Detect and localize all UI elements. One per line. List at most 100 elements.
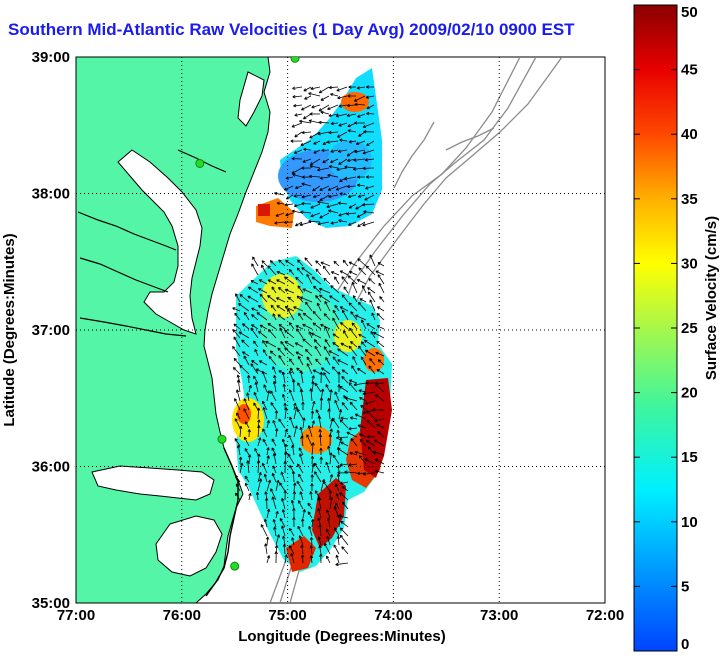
velocity-arrow [348, 426, 358, 431]
velocity-arrow [241, 351, 250, 357]
colorbar [633, 4, 678, 652]
velocity-arrow [319, 185, 330, 191]
velocity-arrow [284, 428, 288, 438]
velocity-arrow [364, 400, 376, 405]
velocity-arrow [284, 306, 295, 312]
velocity-arrow [374, 418, 385, 423]
velocity-arrow [314, 382, 322, 393]
velocity-arrow [308, 119, 321, 124]
velocity-arrow [348, 221, 357, 226]
velocity-arrow [301, 175, 312, 179]
velocity-arrow [348, 463, 358, 467]
velocity-arrow [234, 474, 241, 483]
velocity-arrow [354, 102, 366, 107]
velocity-arrow [360, 404, 367, 411]
velocity-arrow [283, 185, 294, 191]
velocity-arrow [232, 307, 241, 312]
velocity-arrow [299, 491, 304, 501]
velocity-arrow [336, 514, 349, 519]
velocity-arrow [281, 438, 286, 447]
velocity-arrow [356, 212, 366, 218]
velocity-arrow [338, 409, 343, 420]
velocity-arrow [319, 212, 330, 219]
velocity-arrow [311, 400, 316, 411]
velocity-arrow [364, 458, 376, 465]
velocity-arrow [301, 267, 313, 276]
velocity-arrow [336, 429, 340, 438]
potomac-river [77, 211, 177, 251]
velocity-arrow [344, 165, 357, 169]
velocity-arrow [243, 436, 250, 447]
velocity-arrow [241, 339, 250, 348]
velocity-arrow [318, 104, 330, 112]
velocity-arrow [357, 221, 366, 228]
velocity-arrow [266, 455, 270, 465]
x-tick-label: 77:00 [57, 607, 95, 624]
velocity-arrow [330, 92, 339, 97]
velocity-arrow [288, 268, 295, 276]
velocity-arrow [246, 392, 250, 402]
colorbar-ticks: 0 5 10 15 20 25 30 35 40 45 50 [634, 4, 698, 653]
chart-title: Southern Mid-Atlantic Raw Velocities (1 … [8, 20, 575, 39]
velocity-arrow [354, 314, 367, 321]
velocity-arrow [244, 448, 250, 456]
velocity-arrow [238, 456, 243, 465]
velocity-arrow [275, 212, 285, 217]
velocity-arrow [354, 121, 366, 125]
velocity-arrow [329, 452, 333, 465]
velocity-arrow [293, 425, 298, 438]
velocity-arrow [257, 437, 262, 447]
velocity-arrow [302, 323, 313, 330]
velocity-arrow [320, 95, 330, 101]
velocity-arrow [248, 384, 252, 393]
velocity-arrow [317, 415, 322, 429]
velocity-arrow [338, 513, 343, 528]
colorbar-tick-label: 50 [681, 4, 698, 21]
velocity-arrow [280, 341, 286, 348]
velocity-arrow [365, 381, 376, 385]
velocity-arrow [299, 296, 313, 303]
velocity-arrow [341, 309, 349, 321]
velocity-arrow [338, 219, 348, 223]
velocity-arrow [260, 524, 268, 537]
velocity-arrow [263, 473, 268, 483]
velocity-arrow [327, 185, 339, 191]
velocity-arrow [291, 537, 295, 546]
velocity-arrow [282, 383, 286, 393]
velocity-arrow [289, 527, 295, 537]
velocity-arrow [253, 340, 259, 348]
velocity-arrow [235, 293, 241, 303]
velocity-arrow [291, 379, 296, 393]
y-tick-label: 35:00 [32, 595, 70, 612]
velocity-arrow [317, 508, 322, 519]
velocity-arrow [379, 296, 385, 303]
velocity-arrow [374, 458, 385, 465]
velocity-arrow [322, 158, 330, 164]
velocity-arrow [299, 389, 304, 402]
velocity-arrow [310, 332, 322, 339]
velocity-arrow [347, 129, 357, 133]
velocity-arrow [318, 287, 331, 294]
velocity-arrow [304, 257, 313, 267]
velocity-arrow [293, 194, 303, 198]
velocity-arrow [326, 509, 331, 519]
velocity-arrow [377, 262, 385, 267]
velocity-arrow [319, 447, 323, 456]
velocity-arrow [256, 407, 261, 420]
velocity-arrow [310, 86, 321, 91]
velocity-arrow [350, 341, 358, 348]
velocity-arrow [239, 462, 244, 474]
velocity-arrow [344, 396, 358, 402]
velocity-arrow [301, 130, 312, 135]
velocity-arrow [352, 356, 358, 366]
velocity-arrow [276, 279, 286, 285]
velocity-arrow [320, 261, 331, 267]
velocity-arrow [348, 302, 358, 312]
velocity-arrow [310, 455, 315, 465]
velocity-arrow [298, 535, 304, 546]
velocity-arrow [303, 86, 312, 92]
velocity-arrow [363, 210, 375, 214]
velocity-arrow [348, 203, 357, 209]
velocity-arrow [276, 270, 286, 276]
